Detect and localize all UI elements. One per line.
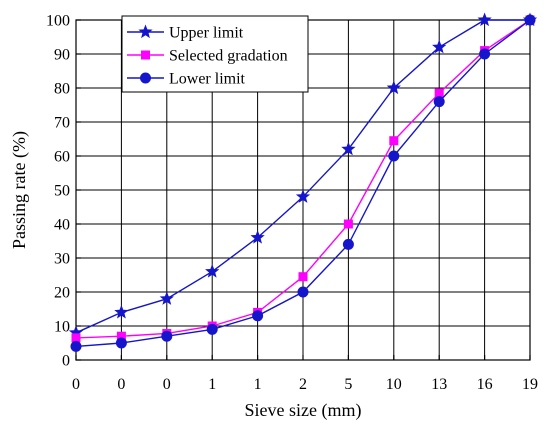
y-tick-label: 10 — [54, 319, 70, 336]
data-point-star — [205, 264, 220, 278]
y-tick-label: 20 — [54, 285, 70, 302]
legend: Upper limit Selected gradation Lower limit — [121, 15, 309, 93]
data-point-star — [295, 189, 311, 203]
data-point-star — [477, 12, 492, 27]
series-layer — [68, 12, 538, 352]
legend-label: Upper limit — [169, 25, 244, 42]
data-point-star — [250, 230, 265, 244]
x-tick-label: 1 — [254, 376, 262, 393]
data-point-circle — [297, 286, 309, 298]
x-tick-label: 2 — [299, 376, 307, 393]
y-tick-label: 60 — [54, 149, 70, 166]
y-axis-title: Passing rate (%) — [9, 131, 30, 249]
data-point-square — [298, 272, 308, 282]
legend-marker-star — [138, 24, 153, 39]
data-point-circle — [342, 238, 354, 250]
x-tick-label: 5 — [344, 376, 352, 393]
x-ticks: 0 0 0 1 1 2 5 10 13 16 19 — [72, 355, 538, 393]
data-point-star — [114, 304, 129, 319]
x-tick-label: 1 — [208, 376, 216, 393]
data-point-circle — [206, 323, 218, 335]
legend-marker-circle — [140, 72, 151, 84]
y-tick-label: 90 — [54, 47, 70, 64]
data-point-circle — [115, 337, 127, 349]
legend-marker-square — [141, 50, 150, 60]
x-tick-label: 16 — [477, 376, 493, 393]
series-circle — [70, 14, 536, 352]
x-tick-label: 0 — [72, 376, 80, 393]
data-point-square — [389, 136, 399, 146]
data-point-circle — [70, 340, 82, 352]
y-tick-label: 50 — [54, 183, 70, 200]
y-ticks: 0 10 20 30 40 50 60 70 80 90 100 — [46, 13, 81, 370]
data-point-circle — [479, 48, 491, 60]
x-tick-label: 0 — [117, 376, 125, 393]
data-point-circle — [524, 14, 536, 26]
x-axis-title: Sieve size (mm) — [245, 400, 362, 421]
legend-box — [121, 15, 309, 93]
data-point-circle — [433, 96, 445, 108]
x-tick-label: 10 — [386, 376, 402, 393]
data-point-square — [116, 331, 126, 341]
data-point-circle — [161, 330, 173, 342]
y-tick-label: 30 — [54, 251, 70, 268]
data-point-circle — [252, 310, 264, 322]
data-point-circle — [388, 150, 400, 162]
y-tick-label: 40 — [54, 217, 70, 234]
legend-label: Lower limit — [169, 71, 246, 88]
y-tick-label: 70 — [54, 115, 70, 132]
x-tick-label: 19 — [522, 376, 538, 393]
y-tick-label: 100 — [46, 13, 70, 30]
data-point-square — [343, 219, 353, 229]
y-tick-label: 0 — [62, 353, 70, 370]
data-point-square — [71, 333, 81, 343]
data-point-star — [159, 291, 174, 305]
x-tick-label: 0 — [163, 376, 171, 393]
y-tick-label: 80 — [54, 81, 70, 98]
x-tick-label: 13 — [431, 376, 447, 393]
data-point-square — [434, 88, 444, 98]
legend-label: Selected gradation — [169, 48, 288, 65]
data-point-star — [68, 325, 84, 339]
data-point-star — [432, 39, 447, 54]
data-point-star — [386, 80, 401, 95]
data-point-star — [341, 141, 356, 156]
